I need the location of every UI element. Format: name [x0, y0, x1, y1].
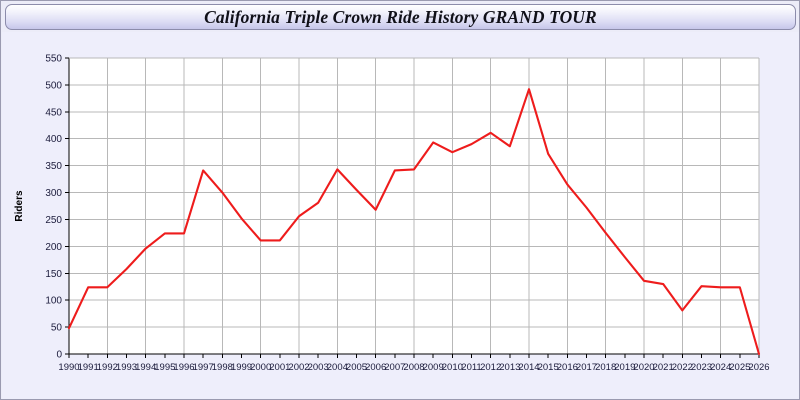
y-tick-label: 250 — [45, 215, 62, 226]
x-tick-label: 2021 — [653, 362, 674, 373]
x-tick-label: 2005 — [346, 362, 367, 373]
y-tick-label: 0 — [56, 350, 62, 361]
x-tick-label: 2018 — [595, 362, 616, 373]
x-tick-label: 2003 — [308, 362, 329, 373]
x-tick-label: 2007 — [384, 362, 405, 373]
x-tick-label: 1997 — [193, 362, 214, 373]
x-tick-label: 1996 — [173, 362, 194, 373]
y-tick-label: 300 — [45, 188, 62, 199]
page-title: California Triple Crown Ride History GRA… — [204, 6, 597, 27]
x-tick-label: 1995 — [154, 362, 175, 373]
y-tick-label: 50 — [51, 323, 63, 334]
y-tick-label: 400 — [45, 134, 62, 145]
x-tick-label: 1994 — [135, 362, 156, 373]
y-axis-label: Riders — [14, 190, 25, 222]
y-tick-label: 100 — [45, 296, 62, 307]
y-tick-label: 550 — [45, 54, 62, 65]
x-tick-label: 1993 — [116, 362, 137, 373]
x-tick-label: 2004 — [327, 362, 348, 373]
x-tick-label: 2022 — [672, 362, 693, 373]
x-tick-label: 2006 — [365, 362, 386, 373]
y-axis-ticks: 0 50 100 150 200 250 300 350 400 450 500 550 — [45, 54, 69, 361]
x-tick-label: 2011 — [461, 362, 481, 373]
x-tick-label: 2009 — [423, 362, 444, 373]
x-tick-label: 2008 — [403, 362, 424, 373]
x-tick-label: 2014 — [518, 362, 539, 373]
x-tick-label: 2024 — [710, 362, 731, 373]
x-tick-label: 2013 — [499, 362, 520, 373]
grid-lines — [69, 58, 759, 354]
axis-lines — [68, 57, 760, 355]
x-tick-label: 2019 — [614, 362, 635, 373]
series-line-Riders — [67, 88, 761, 356]
x-axis-ticks: 1990199119921993199419951996199719981999… — [58, 354, 770, 373]
y-tick-label: 450 — [45, 107, 62, 118]
x-tick-label: 2012 — [480, 362, 501, 373]
x-tick-label: 1991 — [78, 362, 99, 373]
x-tick-label: 1998 — [212, 362, 233, 373]
plot-area: 0 50 100 150 200 250 300 350 400 450 500 550 1990 19… — [2, 32, 799, 399]
x-tick-label: 1992 — [97, 362, 118, 373]
x-tick-label: 1999 — [231, 362, 252, 373]
x-tick-label: 2000 — [250, 362, 271, 373]
x-tick-label: 2025 — [729, 362, 750, 373]
y-tick-label: 350 — [45, 161, 62, 172]
x-tick-label: 2023 — [691, 362, 712, 373]
x-tick-label: 2015 — [538, 362, 559, 373]
x-tick-label: 2010 — [442, 362, 463, 373]
x-tick-label: 1990 — [58, 362, 79, 373]
x-tick-label: 2002 — [288, 362, 309, 373]
data-series — [67, 88, 761, 356]
title-bar: California Triple Crown Ride History GRA… — [5, 4, 796, 30]
x-tick-label: 2017 — [576, 362, 597, 373]
x-tick-label: 2016 — [557, 362, 578, 373]
y-tick-label: 150 — [45, 269, 62, 280]
x-tick-label: 2001 — [269, 362, 290, 373]
x-tick-label: 2026 — [748, 362, 769, 373]
y-tick-label: 500 — [45, 80, 62, 91]
y-tick-label: 200 — [45, 242, 62, 253]
x-tick-label: 2020 — [633, 362, 654, 373]
